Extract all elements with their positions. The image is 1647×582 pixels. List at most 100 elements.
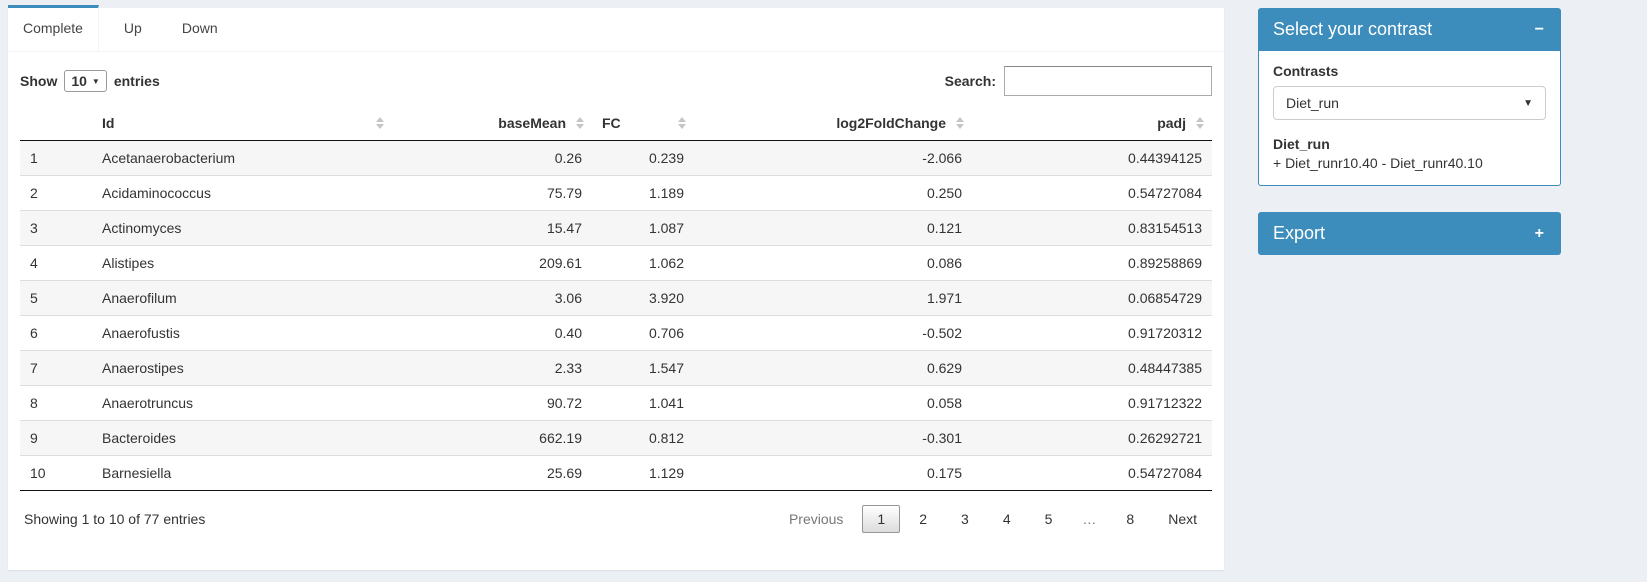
cell-id: Bacteroides — [102, 430, 176, 446]
table-row: 10 Barnesiella 25.69 1.129 0.175 0.54727… — [20, 455, 1212, 491]
table-row: 6 Anaerofustis 0.40 0.706 -0.502 0.91720… — [20, 315, 1212, 351]
cell-log2fc: -2.066 — [922, 150, 962, 166]
contrast-formula: + Diet_runr10.40 - Diet_runr40.10 — [1273, 155, 1483, 171]
cell-padj: 0.54727084 — [1128, 185, 1202, 201]
contrast-panel-body: Contrasts Diet_run ▼ Diet_run + Diet_run… — [1258, 51, 1561, 186]
cell-fc: 1.062 — [648, 255, 684, 271]
cell-id: Anaerofustis — [102, 325, 180, 341]
cell-id: Anaerostipes — [102, 360, 184, 376]
tab-up[interactable]: Up — [123, 20, 142, 36]
contrast-select[interactable]: Diet_run ▼ — [1273, 86, 1546, 120]
cell-basemean: 90.72 — [546, 395, 582, 411]
page: Complete Up Down Show 10 ▼ entries Searc… — [8, 5, 1561, 570]
page-number-button[interactable]: 3 — [961, 511, 969, 527]
cell-rownum: 3 — [30, 220, 38, 236]
sort-icon — [1196, 117, 1204, 129]
cell-padj: 0.48447385 — [1128, 360, 1202, 376]
col-basemean-header[interactable]: baseMean — [392, 106, 592, 141]
export-panel-header: Export + — [1258, 212, 1561, 255]
page-length-control: Show 10 ▼ entries — [20, 70, 160, 92]
cell-fc: 0.239 — [648, 150, 684, 166]
contrast-panel-header: Select your contrast − — [1258, 8, 1561, 51]
page-number-button[interactable]: 8 — [1126, 511, 1135, 527]
table-info: Showing 1 to 10 of 77 entries — [24, 511, 206, 527]
cell-log2fc: -0.301 — [922, 430, 962, 446]
cell-basemean: 0.40 — [554, 325, 582, 341]
page-number-button[interactable]: 1 — [862, 505, 901, 533]
search-input[interactable] — [1004, 66, 1212, 96]
cell-basemean: 2.33 — [554, 360, 582, 376]
cell-basemean: 15.47 — [546, 220, 582, 236]
contrasts-label: Contrasts — [1273, 63, 1339, 79]
col-log2fc-header[interactable]: log2FoldChange — [694, 106, 972, 141]
cell-id: Actinomyces — [102, 220, 182, 236]
cell-rownum: 8 — [30, 395, 38, 411]
contrast-select-value: Diet_run — [1286, 95, 1339, 111]
table-row: 5 Anaerofilum 3.06 3.920 1.971 0.0685472… — [20, 280, 1212, 316]
table-controls: Show 10 ▼ entries Search: — [8, 52, 1224, 106]
cell-fc: 0.706 — [648, 325, 684, 341]
cell-log2fc: 0.121 — [926, 220, 962, 236]
cell-padj: 0.26292721 — [1128, 430, 1202, 446]
col-padj-label: padj — [1157, 115, 1186, 131]
page-number-button[interactable]: 5 — [1044, 511, 1053, 527]
cell-rownum: 2 — [30, 185, 38, 201]
entries-label: entries — [113, 73, 160, 89]
pagination-ellipsis: … — [1082, 511, 1097, 527]
contrast-panel-title: Select your contrast — [1273, 19, 1433, 39]
cell-rownum: 5 — [30, 290, 38, 306]
cell-basemean: 0.26 — [554, 150, 582, 166]
col-fc-header[interactable]: FC — [592, 106, 694, 141]
results-table: Id baseMean FC log2FoldChange — [20, 106, 1212, 491]
tab-complete[interactable]: Complete — [8, 5, 99, 51]
contrast-panel: Select your contrast − Contrasts Diet_ru… — [1258, 8, 1561, 186]
cell-id: Acetanaerobacterium — [102, 150, 236, 166]
dropdown-caret-icon: ▼ — [1523, 97, 1533, 109]
cell-log2fc: 0.058 — [926, 395, 962, 411]
table-row: 2 Acidaminococcus 75.79 1.189 0.250 0.54… — [20, 175, 1212, 211]
cell-id: Barnesiella — [102, 465, 172, 481]
tab-down[interactable]: Down — [181, 20, 218, 36]
sidebar-column: Select your contrast − Contrasts Diet_ru… — [1258, 8, 1561, 281]
page-number-button[interactable]: 2 — [919, 511, 928, 527]
cell-rownum: 6 — [30, 325, 38, 341]
cell-rownum: 10 — [30, 465, 46, 481]
pagination: Previous 1 2 3 4 5 … 8 Next — [770, 505, 1212, 533]
table-row: 4 Alistipes 209.61 1.062 0.086 0.8925886… — [20, 245, 1212, 281]
search-label: Search: — [944, 73, 996, 89]
col-basemean-label: baseMean — [498, 115, 566, 131]
cell-fc: 1.087 — [648, 220, 684, 236]
page-length-select[interactable]: 10 ▼ — [64, 70, 107, 92]
cell-basemean: 3.06 — [554, 290, 582, 306]
page-number-button[interactable]: 4 — [1002, 511, 1011, 527]
cell-id: Alistipes — [102, 255, 155, 271]
table-footer: Showing 1 to 10 of 77 entries Previous 1… — [8, 491, 1224, 549]
select-caret-icon: ▼ — [91, 76, 100, 86]
cell-id: Anaerotruncus — [102, 395, 194, 411]
sort-icon — [376, 117, 384, 129]
col-id-header[interactable]: Id — [92, 106, 392, 141]
cell-basemean: 662.19 — [539, 430, 582, 446]
table-row: 8 Anaerotruncus 90.72 1.041 0.058 0.9171… — [20, 385, 1212, 421]
previous-button[interactable]: Previous — [788, 511, 844, 527]
search-control: Search: — [945, 66, 1212, 96]
cell-log2fc: -0.502 — [922, 325, 962, 341]
col-padj-header[interactable]: padj — [972, 106, 1212, 141]
cell-padj: 0.83154513 — [1128, 220, 1202, 236]
collapse-icon[interactable]: − — [1534, 20, 1544, 38]
sort-icon — [576, 117, 584, 129]
table-row: 1 Acetanaerobacterium 0.26 0.239 -2.066 … — [20, 140, 1212, 176]
cell-padj: 0.89258869 — [1128, 255, 1202, 271]
cell-basemean: 209.61 — [539, 255, 582, 271]
cell-padj: 0.91720312 — [1128, 325, 1202, 341]
cell-basemean: 25.69 — [546, 465, 582, 481]
cell-id: Acidaminococcus — [102, 185, 211, 201]
expand-icon[interactable]: + — [1534, 224, 1544, 242]
next-button[interactable]: Next — [1168, 511, 1197, 527]
cell-rownum: 9 — [30, 430, 38, 446]
cell-rownum: 4 — [30, 255, 38, 271]
cell-padj: 0.54727084 — [1128, 465, 1202, 481]
table-row: 9 Bacteroides 662.19 0.812 -0.301 0.2629… — [20, 420, 1212, 456]
cell-fc: 1.041 — [648, 395, 684, 411]
cell-basemean: 75.79 — [546, 185, 582, 201]
